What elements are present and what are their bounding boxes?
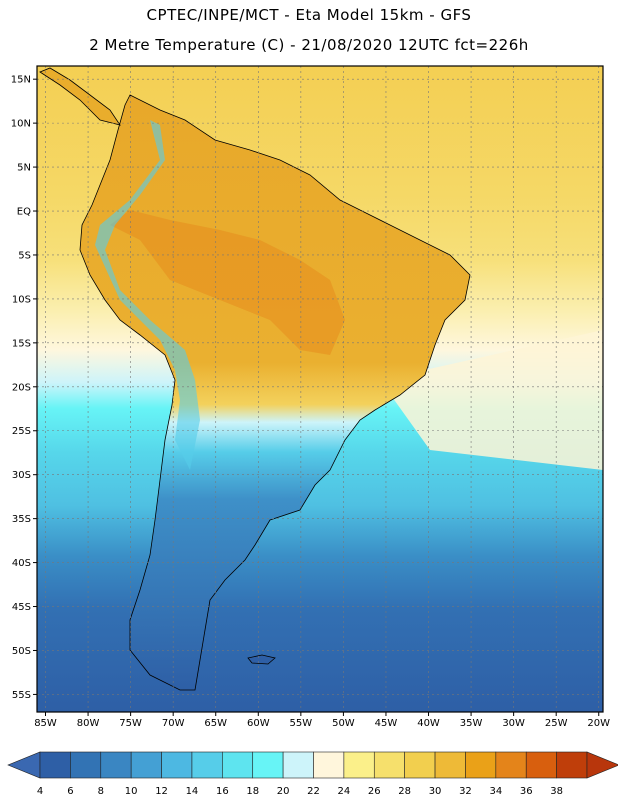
lat-label: 10S (12, 294, 31, 305)
colorbar-swatch (39, 751, 71, 779)
colorbar-swatch (282, 751, 314, 779)
colorbar-swatch (222, 751, 254, 779)
andes-cold-strip (95, 120, 200, 470)
colorbar-swatch (525, 751, 557, 779)
colorbar-label: 14 (186, 786, 199, 797)
colorbar-label: 6 (67, 786, 73, 797)
lon-label: 30W (502, 718, 525, 729)
lon-label: 50W (332, 718, 355, 729)
map-frame (36, 65, 604, 713)
colorbar-swatch (252, 751, 284, 779)
lat-label: 35S (12, 514, 31, 525)
lon-label: 65W (204, 718, 227, 729)
colorbar-swatch (70, 751, 102, 779)
lon-label: 75W (119, 718, 142, 729)
lat-label: 40S (12, 558, 31, 569)
map-title: CPTEC/INPE/MCT - Eta Model 15km - GFS (146, 6, 472, 24)
colorbar-label: 38 (550, 786, 563, 797)
colorbar-label: 18 (246, 786, 259, 797)
colorbar-label: 26 (368, 786, 381, 797)
lat-label: 45S (12, 602, 31, 613)
colorbar-label: 20 (277, 786, 290, 797)
colorbar-swatch (191, 751, 223, 779)
lon-label: 85W (34, 718, 57, 729)
map-subtitle: 2 Metre Temperature (C) - 21/08/2020 12U… (89, 36, 529, 54)
lat-label: EQ (17, 207, 31, 218)
colorbar-label: 10 (125, 786, 138, 797)
colorbar-swatch (556, 751, 588, 779)
graticule (37, 66, 603, 712)
lat-label: 50S (12, 646, 31, 657)
lat-label: 25S (12, 426, 31, 437)
colorbar-label: 12 (155, 786, 168, 797)
colorbar-label: 22 (307, 786, 320, 797)
lon-label: 70W (162, 718, 185, 729)
lon-label: 35W (460, 718, 483, 729)
colorbar: 4 6 8 10 12 14 16 18 20 22 24 26 28 30 32 34 36 38 (7, 751, 618, 797)
lon-label: 80W (77, 718, 100, 729)
lon-label: 20W (587, 718, 610, 729)
colorbar-swatch (434, 751, 466, 779)
colorbar-label: 24 (338, 786, 351, 797)
lat-label: 10N (11, 119, 31, 130)
colorbar-label: 32 (459, 786, 472, 797)
colorbar-swatch (100, 751, 132, 779)
colorbar-swatch (343, 751, 375, 779)
ocean-warm-plume (380, 330, 603, 470)
colorbar-label: 4 (37, 786, 43, 797)
lon-label: 45W (375, 718, 398, 729)
lon-label: 60W (247, 718, 270, 729)
lon-label: 40W (417, 718, 440, 729)
colorbar-label: 8 (98, 786, 104, 797)
colorbar-swatch (465, 751, 497, 779)
colorbar-swatch (130, 751, 162, 779)
colorbar-label: 30 (429, 786, 442, 797)
lon-label: 55W (290, 718, 313, 729)
central-america (39, 67, 121, 126)
lat-label: 30S (12, 470, 31, 481)
colorbar-label: 16 (216, 786, 229, 797)
lat-label: 5N (17, 163, 31, 174)
colorbar-high-arrow (586, 751, 618, 779)
colorbar-swatch (161, 751, 193, 779)
colorbar-swatch (373, 751, 405, 779)
lat-label: 5S (18, 250, 31, 261)
lat-label: 20S (12, 382, 31, 393)
lon-label: 25W (545, 718, 568, 729)
colorbar-label: 28 (398, 786, 411, 797)
lat-label: 55S (12, 690, 31, 701)
colorbar-low-arrow (7, 751, 41, 779)
colorbar-label: 36 (520, 786, 533, 797)
colorbar-swatch (495, 751, 527, 779)
colorbar-label: 34 (489, 786, 502, 797)
hot-core (110, 210, 345, 355)
lat-label: 15N (11, 75, 31, 86)
lat-label: 15S (12, 338, 31, 349)
falkland-islands (247, 654, 276, 665)
colorbar-swatch (313, 751, 345, 779)
colorbar-swatch (404, 751, 436, 779)
